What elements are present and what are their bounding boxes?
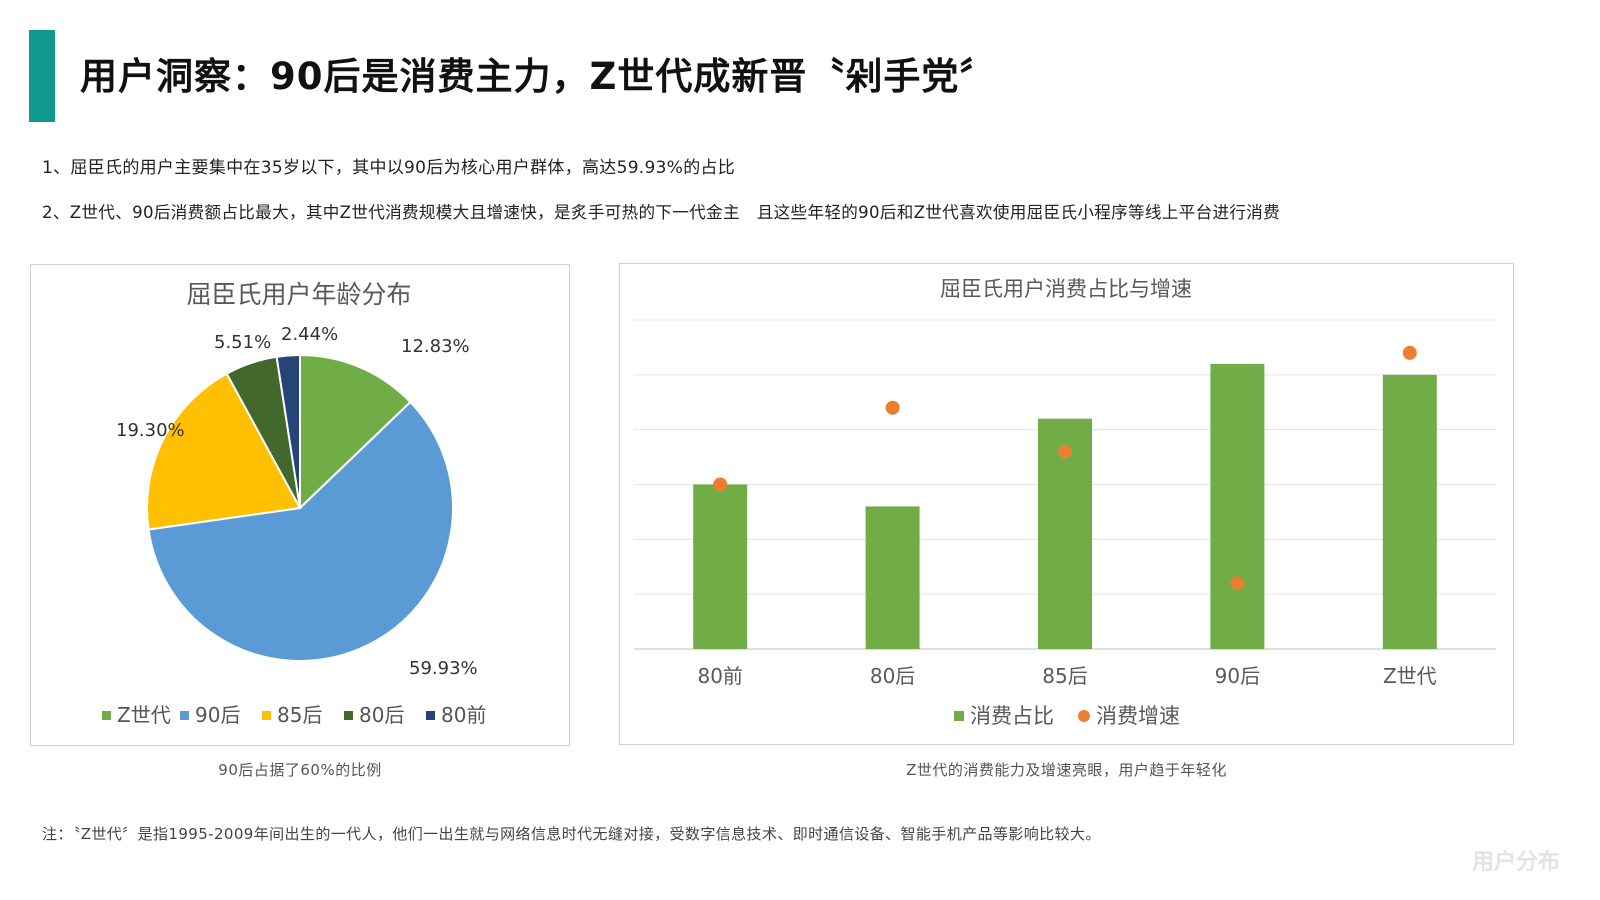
watermark: 用户分布 — [1471, 850, 1560, 875]
pie-legend-swatch-3 — [344, 711, 353, 720]
title-accent-bar — [29, 30, 55, 122]
growth-dot-0 — [713, 477, 728, 492]
bar-chart-panel: 屈臣氏用户消费占比与增速 80前 80后 85后 90后 Z世代消费占比 消费增速 — [619, 263, 1514, 745]
legend-label-share: 消费占比 — [970, 704, 1054, 728]
legend-swatch-growth — [1078, 710, 1090, 722]
pie-slice-0 — [299, 353, 412, 511]
pie-caption: 90后占据了60%的比例 — [218, 761, 382, 779]
pie-data-label-1: 59.93% — [409, 658, 478, 679]
pie-legend-swatch-1 — [180, 711, 189, 720]
x-tick-label-0: 80前 — [697, 664, 742, 688]
growth-dot-2 — [1058, 444, 1072, 459]
x-tick-label-1: 80后 — [870, 664, 915, 688]
bar-chart-title: 屈臣氏用户消费占比与增速 — [940, 277, 1192, 301]
pie-data-label-2: 19.30% — [116, 420, 185, 441]
footnote: 注：〝Z世代〞是指1995-2009年间出生的一代人，他们一出生就与网络信息时代… — [42, 825, 1101, 843]
pie-data-label-0: 12.83% — [401, 336, 470, 357]
x-tick-label-4: Z世代 — [1383, 664, 1437, 688]
bullet-point-2: 2、Z世代、90后消费额占比最大，其中Z世代消费规模大且增速快，是炙手可热的下一… — [42, 203, 1281, 222]
pie-title: 屈臣氏用户年龄分布 — [186, 280, 411, 309]
pie-chart: 屈臣氏用户年龄分布 12.83% 59.93% 19.30% 5.51% 2.44% Z世代… — [102, 280, 486, 727]
bar-1 — [865, 506, 920, 649]
pie-data-label-3: 5.51% — [214, 332, 271, 353]
bar-3 — [1210, 363, 1265, 649]
pie-data-label-4: 2.44% — [281, 324, 338, 345]
page-title: 用户洞察：90后是消费主力，Z世代成新晋〝剁手党〞 — [80, 55, 998, 98]
pie-slice-1 — [147, 400, 454, 662]
x-tick-label-2: 85后 — [1042, 664, 1087, 688]
pie-chart-panel: 屈臣氏用户年龄分布 12.83% 59.93% 19.30% 5.51% 2.44% Z世代… — [30, 264, 570, 746]
pie-legend-swatch-0 — [102, 711, 111, 720]
legend-label-growth: 消费增速 — [1096, 704, 1180, 728]
pie-legend-swatch-2 — [262, 711, 271, 720]
bullet-point-1: 1、屈臣氏的用户主要集中在35岁以下，其中以90后为核心用户群体，高达59.93… — [42, 158, 736, 178]
legend-swatch-share — [954, 711, 964, 721]
bar-4 — [1382, 374, 1437, 649]
pie-legend-label-4: 80前 — [441, 703, 486, 727]
bar-0 — [693, 484, 748, 649]
pie-legend-label-0: Z世代 — [117, 703, 171, 727]
pie-legend-label-1: 90后 — [195, 703, 240, 727]
bar-caption: Z世代的消费能力及增速亮眼，用户趋于年轻化 — [906, 761, 1227, 779]
growth-dot-3 — [1230, 576, 1245, 591]
pie-slice-4 — [275, 353, 301, 509]
pie-legend-label-3: 80后 — [359, 703, 404, 727]
pie-legend-label-2: 85后 — [277, 703, 322, 727]
growth-dot-4 — [1402, 345, 1417, 360]
pie-legend-swatch-4 — [426, 711, 435, 720]
x-tick-label-3: 90后 — [1215, 664, 1260, 688]
pie-slice-2 — [146, 372, 302, 531]
growth-dot-1 — [885, 400, 900, 415]
